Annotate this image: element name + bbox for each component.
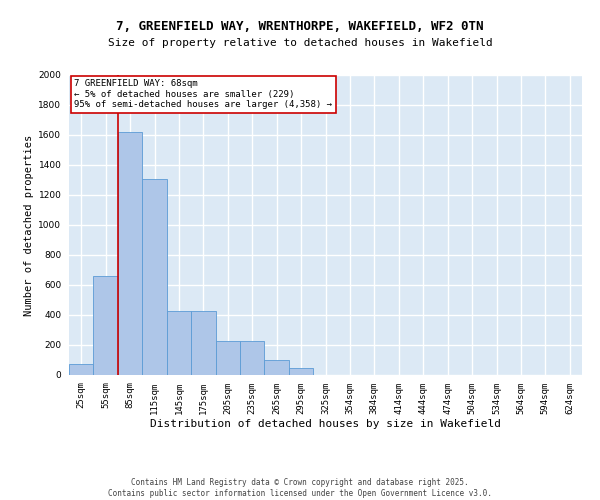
- Bar: [167, 310, 191, 375]
- Bar: [240, 340, 265, 375]
- Bar: [69, 364, 94, 375]
- Bar: [289, 368, 313, 375]
- Text: Contains HM Land Registry data © Crown copyright and database right 2025.
Contai: Contains HM Land Registry data © Crown c…: [108, 478, 492, 498]
- Bar: [118, 132, 142, 375]
- X-axis label: Distribution of detached houses by size in Wakefield: Distribution of detached houses by size …: [150, 419, 501, 429]
- Bar: [142, 178, 167, 375]
- Bar: [94, 276, 118, 375]
- Bar: [215, 340, 240, 375]
- Bar: [191, 310, 215, 375]
- Y-axis label: Number of detached properties: Number of detached properties: [24, 134, 34, 316]
- Text: 7 GREENFIELD WAY: 68sqm
← 5% of detached houses are smaller (229)
95% of semi-de: 7 GREENFIELD WAY: 68sqm ← 5% of detached…: [74, 80, 332, 110]
- Text: 7, GREENFIELD WAY, WRENTHORPE, WAKEFIELD, WF2 0TN: 7, GREENFIELD WAY, WRENTHORPE, WAKEFIELD…: [116, 20, 484, 33]
- Text: Size of property relative to detached houses in Wakefield: Size of property relative to detached ho…: [107, 38, 493, 48]
- Bar: [265, 360, 289, 375]
